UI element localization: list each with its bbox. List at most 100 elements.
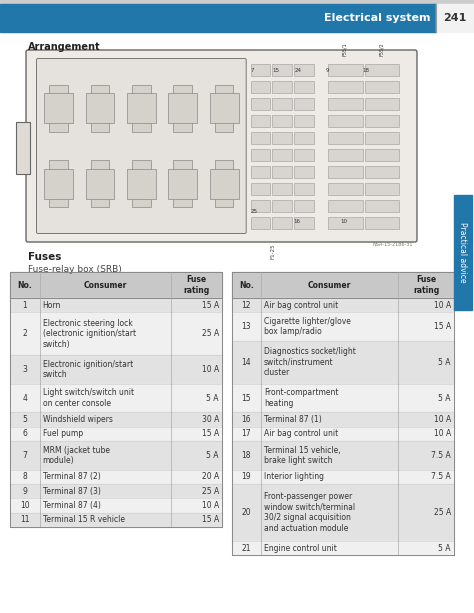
Text: Interior lighting: Interior lighting <box>264 472 324 481</box>
Bar <box>10 272 222 298</box>
Bar <box>273 149 292 161</box>
Bar <box>294 183 314 196</box>
Bar <box>251 217 271 229</box>
Bar <box>232 298 454 312</box>
Bar <box>328 132 363 145</box>
Text: Terminal 87 (2): Terminal 87 (2) <box>43 472 100 481</box>
Bar <box>173 85 192 132</box>
Text: Windshield wipers: Windshield wipers <box>43 415 112 424</box>
Bar <box>91 160 109 207</box>
Text: Electronic ignition/start
switch: Electronic ignition/start switch <box>43 360 133 379</box>
Bar <box>10 384 222 413</box>
Text: 15 A: 15 A <box>202 429 219 438</box>
Bar <box>273 166 292 178</box>
Text: Terminal 87 (1): Terminal 87 (1) <box>264 415 322 424</box>
Bar <box>251 183 271 196</box>
Text: 10 A: 10 A <box>202 501 219 510</box>
Bar <box>210 169 238 199</box>
Bar <box>232 470 454 484</box>
Bar <box>454 195 472 310</box>
Text: Consumer: Consumer <box>308 281 351 289</box>
Bar <box>232 441 454 470</box>
Bar <box>232 484 454 541</box>
Bar <box>232 427 454 441</box>
Bar <box>251 115 271 128</box>
Text: No.: No. <box>18 281 32 289</box>
Bar <box>294 200 314 213</box>
Text: Electronic steering lock
(electronic ignition/start
switch): Electronic steering lock (electronic ign… <box>43 319 136 349</box>
Text: Fuse
rating: Fuse rating <box>413 275 439 295</box>
Bar <box>44 169 73 199</box>
Bar <box>365 217 400 229</box>
Bar <box>10 484 222 498</box>
Text: 18: 18 <box>242 451 251 460</box>
Bar <box>328 183 363 196</box>
Bar <box>328 166 363 178</box>
Text: Front-compartment
heating: Front-compartment heating <box>264 389 338 408</box>
Text: Fuse
rating: Fuse rating <box>183 275 210 295</box>
Bar <box>328 200 363 213</box>
Text: 10: 10 <box>20 501 30 510</box>
Text: Light switch/switch unit
on center console: Light switch/switch unit on center conso… <box>43 389 134 408</box>
Text: 13: 13 <box>242 322 251 331</box>
Text: Horn: Horn <box>43 300 61 310</box>
Bar <box>251 166 271 178</box>
Text: F1-25: F1-25 <box>271 243 275 259</box>
Text: 10 A: 10 A <box>434 415 451 424</box>
Text: 1: 1 <box>22 300 27 310</box>
Bar <box>273 217 292 229</box>
Bar <box>294 217 314 229</box>
Bar <box>251 149 271 161</box>
Bar <box>232 341 454 384</box>
Bar <box>328 81 363 93</box>
Text: Fuse-relay box (SRB): Fuse-relay box (SRB) <box>28 265 122 274</box>
Text: 25: 25 <box>251 209 257 214</box>
Text: 5: 5 <box>22 415 27 424</box>
Text: Practical advice: Practical advice <box>458 222 467 283</box>
Bar <box>10 298 222 312</box>
Bar <box>132 160 151 207</box>
Bar <box>328 98 363 110</box>
Bar <box>127 169 156 199</box>
Bar <box>273 183 292 196</box>
Bar <box>273 200 292 213</box>
Bar <box>328 115 363 128</box>
Text: 7.5 A: 7.5 A <box>431 451 451 460</box>
Text: No.: No. <box>239 281 254 289</box>
Text: NSA-15-2186-31: NSA-15-2186-31 <box>373 242 413 247</box>
Text: 17: 17 <box>242 429 251 438</box>
Bar <box>0 0 474 4</box>
Text: Engine control unit: Engine control unit <box>264 544 337 553</box>
Text: F55/2: F55/2 <box>379 42 383 56</box>
Bar <box>328 149 363 161</box>
Text: Fuses: Fuses <box>28 252 61 262</box>
Text: F55/1: F55/1 <box>342 42 347 56</box>
Bar <box>273 132 292 145</box>
Bar <box>251 64 271 77</box>
Bar <box>328 64 363 77</box>
Text: Terminal 15 vehicle,
brake light switch: Terminal 15 vehicle, brake light switch <box>264 446 340 465</box>
Bar <box>10 470 222 484</box>
Bar <box>173 160 192 207</box>
Text: 12: 12 <box>242 300 251 310</box>
Text: Air bag control unit: Air bag control unit <box>264 300 338 310</box>
Text: 241: 241 <box>443 13 467 23</box>
Text: Electrical system: Electrical system <box>325 13 431 23</box>
Text: 15: 15 <box>273 68 280 73</box>
Bar <box>232 272 454 298</box>
Bar <box>251 98 271 110</box>
Bar <box>273 64 292 77</box>
Bar <box>294 149 314 161</box>
Bar <box>232 413 454 427</box>
Text: 8: 8 <box>22 472 27 481</box>
Text: 20: 20 <box>242 508 251 517</box>
Bar <box>365 149 400 161</box>
Bar <box>294 98 314 110</box>
Text: 7.5 A: 7.5 A <box>431 472 451 481</box>
Text: Front-passenger power
window switch/terminal
30/2 signal acquisition
and actuati: Front-passenger power window switch/term… <box>264 492 355 533</box>
Bar <box>85 93 115 123</box>
Bar <box>232 384 454 413</box>
Text: 15 A: 15 A <box>202 515 219 524</box>
Bar <box>365 81 400 93</box>
Bar <box>215 85 233 132</box>
